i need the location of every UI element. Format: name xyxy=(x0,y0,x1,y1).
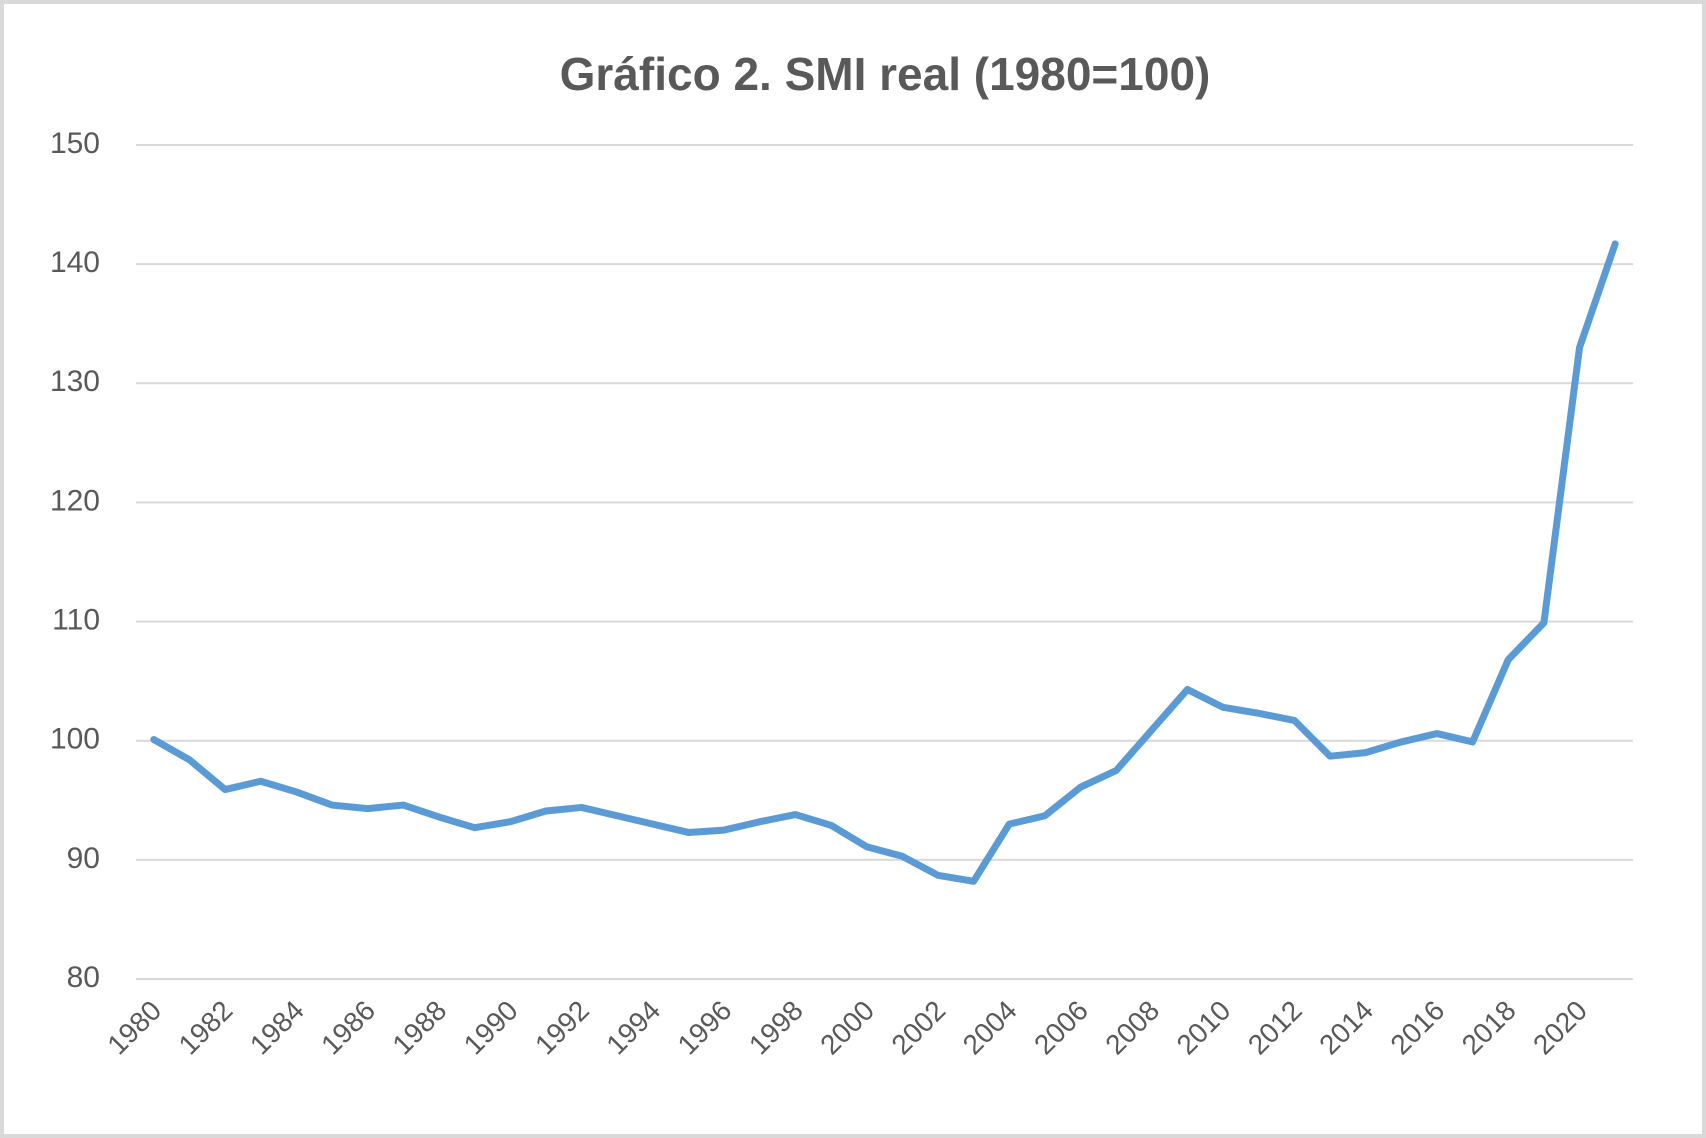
y-tick-label: 90 xyxy=(67,842,100,875)
data-line xyxy=(150,240,1619,885)
y-tick-label: 100 xyxy=(50,723,100,756)
y-tick-label: 110 xyxy=(52,603,100,636)
y-tick-label: 140 xyxy=(50,246,100,279)
y-tick-label: 80 xyxy=(67,961,100,994)
y-tick-label: 120 xyxy=(50,484,100,517)
y-tick-label: 150 xyxy=(50,127,100,160)
y-tick-label: 130 xyxy=(50,365,100,398)
chart-title: Gráfico 2. SMI real (1980=100) xyxy=(560,48,1211,100)
